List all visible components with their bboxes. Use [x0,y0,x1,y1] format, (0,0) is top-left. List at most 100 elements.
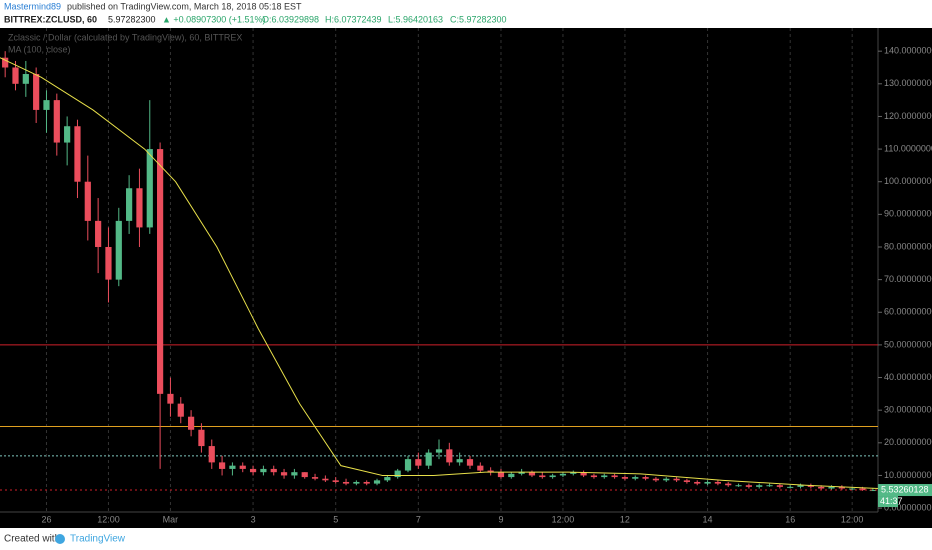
y-tick-label: 90.00000000 [884,209,932,219]
candle-body [322,478,329,481]
candle-body [229,465,236,469]
candle-body [167,393,174,404]
y-tick-label: 80.00000000 [884,241,932,251]
y-tick-label: 10.00000000 [884,470,932,480]
candle-body [353,481,360,484]
y-tick-label: 0.00000000 [884,502,932,512]
candle-body [621,477,629,479]
x-tick-label: 12:00 [97,514,120,524]
candle-body [487,470,494,473]
candle-body [435,449,443,453]
candle-body [652,478,660,481]
candle-body [208,446,215,463]
candle-body [611,475,618,478]
candle-body [849,488,856,490]
candle-body [2,57,9,68]
published: published on TradingView.com, March 18, … [67,1,302,11]
candle-body [157,149,164,394]
candle-body [146,149,153,228]
candle-body [105,246,112,280]
candle-body [95,220,102,247]
candle-body [415,459,422,466]
candle-body [332,480,339,482]
candle-body [559,473,567,476]
y-tick-label: 120.00000000 [884,111,932,121]
candle-body [766,485,773,487]
candle-body [807,485,814,487]
candle-body [776,485,783,487]
footer-created: Created with [4,534,60,545]
candle-body [859,488,866,491]
candle-body [136,188,143,228]
low: L:5.96420163 [388,14,443,24]
candle-body [12,67,19,84]
candle-body [33,74,40,110]
candle-body [404,459,412,471]
x-tick-label: 16 [785,514,795,524]
candle-body [198,429,205,447]
footer-brand[interactable]: TradingView [70,534,126,545]
y-tick-label: 30.00000000 [884,405,932,415]
candle-body [394,470,401,478]
high: H:6.07372439 [325,14,382,24]
candle-body [580,472,587,476]
candle-body [642,477,649,479]
candle-body [663,478,670,481]
y-tick-label: 50.00000000 [884,339,932,349]
candle-body [528,472,536,476]
candle-body [549,475,556,478]
candle-body [714,481,721,484]
candle-body [64,126,71,143]
symbol: BITTREX:ZCLUSD, 60 [4,14,97,24]
x-tick-label: Mar [163,514,179,524]
candle-body [270,468,277,473]
chart-title: Zclassic / Dollar (calculated by Trading… [8,32,242,42]
candle-body [126,188,133,221]
ma-line [0,57,879,490]
candle-body [694,481,701,484]
candle-body [725,483,732,486]
countdown-box [878,496,898,508]
y-tick-label: 40.00000000 [884,372,932,382]
candle-body [466,459,474,466]
candle-body [218,462,226,469]
x-tick-label: 14 [703,514,713,524]
candle-body [311,477,319,479]
ma-legend: MA (100, close) [8,44,71,54]
close: C:5.97282300 [450,14,507,24]
x-tick-label: 12:00 [841,514,864,524]
candle-body [280,472,288,476]
author[interactable]: Mastermind89 [4,1,61,11]
y-tick-label: 70.00000000 [884,274,932,284]
candle-body [456,459,463,463]
candle-body [756,485,763,487]
change: ▲ +0.08907300 (+1.51%) [162,14,265,24]
candle-body [632,477,639,479]
candle-body [818,486,825,489]
candle-body [239,465,246,469]
logo [55,534,65,544]
last-price-label: 5.53260128 [881,484,929,494]
candle-body [43,100,50,110]
candle-body [745,485,752,487]
candle-body [704,481,711,484]
x-tick-label: 5 [333,514,338,524]
candle-body [673,478,680,481]
candle-body [601,475,608,478]
candle-body [797,485,804,487]
candle-body [497,472,505,478]
last-price-box [878,484,932,497]
y-tick-label: 60.00000000 [884,307,932,317]
candle-body [446,449,453,463]
candle-body [735,485,742,487]
x-tick-label: 3 [251,514,256,524]
candle-body [373,480,381,484]
x-tick-label: 7 [416,514,421,524]
candle-body [291,472,298,476]
candle-body [508,473,515,478]
candle-body [683,480,691,482]
y-tick-label: 100.00000000 [884,176,932,186]
candle-body [384,477,391,481]
y-tick-label: 110.00000000 [884,143,932,153]
